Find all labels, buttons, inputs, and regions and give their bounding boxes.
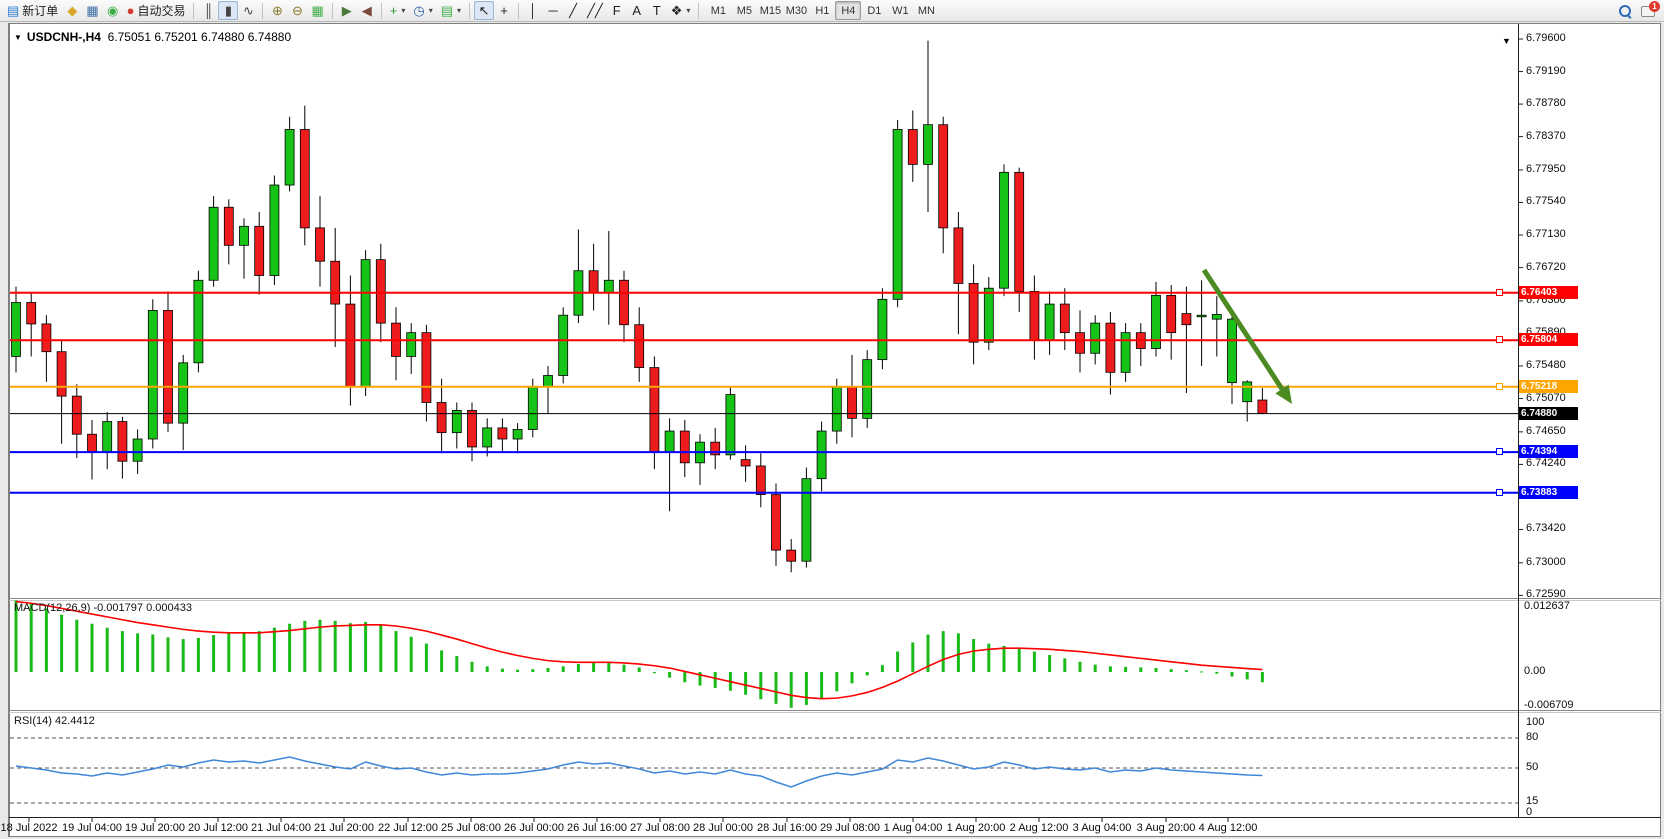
horizontal-line-button[interactable]: ─ — [543, 1, 563, 20]
vertical-line-icon: │ — [529, 3, 538, 18]
auto-trading-button-label: 自动交易 — [137, 4, 186, 18]
indicators-icon: + — [389, 3, 398, 18]
terminal-icon: ▦ — [86, 3, 99, 18]
line-chart-icon: ∿ — [243, 3, 254, 18]
templates-button[interactable]: ▤ ▾ — [437, 1, 465, 20]
chart-shift-button[interactable]: ◀ — [357, 1, 377, 20]
timeframe-m5[interactable]: M5 — [736, 4, 753, 17]
cursor-button[interactable]: ↖ — [474, 1, 495, 20]
toolbar-separator — [518, 2, 520, 19]
periods-button-dropdown-icon[interactable]: ▾ — [428, 6, 433, 15]
line-chart-button[interactable]: ∿ — [238, 1, 258, 20]
shapes-icon: ❖ — [670, 3, 683, 18]
fibonacci-button[interactable]: F — [607, 1, 627, 20]
channel-icon: ╱╱ — [587, 3, 603, 18]
timeframe-h4[interactable]: H4 — [835, 1, 862, 20]
crosshair-button[interactable]: + — [494, 1, 514, 20]
candlestick-chart-button[interactable]: ▮ — [218, 1, 239, 20]
auto-trading-icon: ● — [126, 3, 135, 18]
bar-chart-button[interactable]: ║ — [198, 1, 218, 20]
timeframe-m30[interactable]: M30 — [785, 4, 808, 17]
candlestick-chart-icon: ▮ — [224, 3, 233, 18]
periods-icon: ◷ — [413, 3, 425, 18]
market-watch-icon: ◆ — [67, 3, 78, 18]
shapes-button-dropdown-icon[interactable]: ▾ — [686, 6, 691, 15]
chart-surface[interactable] — [8, 23, 1661, 837]
chart-corner-marker-icon[interactable]: ▼ — [1502, 36, 1511, 46]
tile-windows-button[interactable]: ▦ — [307, 1, 327, 20]
toolbar-right-group: 1 — [1619, 1, 1660, 21]
tile-windows-icon: ▦ — [311, 3, 324, 18]
horizontal-line-icon: ─ — [548, 3, 558, 18]
shapes-button[interactable]: ❖ ▾ — [667, 1, 695, 20]
timeframe-w1[interactable]: W1 — [892, 4, 909, 17]
timeframe-m15[interactable]: M15 — [759, 4, 782, 17]
periods-button[interactable]: ◷ ▾ — [409, 1, 436, 20]
new-order-icon: ▤ — [7, 3, 20, 18]
main-toolbar: ▤ 新订单 ◆ ▦ ◉ ● 自动交易 ║ ▮ ∿ ⊕ ⊖ ▦ ▶ ◀ + ▾ ◷ ▾ ▤ ▾ ↖ + │ ─ ╱ ╱╱ F A T ❖ ▾ M… — [0, 0, 1664, 22]
search-icon[interactable] — [1619, 5, 1632, 19]
indicators-button-dropdown-icon[interactable]: ▾ — [401, 6, 406, 15]
crosshair-icon: + — [500, 3, 508, 18]
toolbar-separator — [262, 2, 264, 19]
chat-badge: 1 — [1649, 1, 1660, 12]
text-label-button[interactable]: T — [647, 1, 667, 20]
chart-title: ▼ USDCNH-,H4 6.75051 6.75201 6.74880 6.74… — [14, 30, 291, 44]
new-order-button-label: 新订单 — [22, 4, 59, 18]
timeframe-m1[interactable]: M1 — [710, 4, 727, 17]
signals-button[interactable]: ◉ — [103, 1, 123, 20]
timeframe-group: M1 M5 M15 M30 H1 H4 D1 W1 MN — [705, 1, 939, 20]
timeframe-mn[interactable]: MN — [917, 4, 935, 17]
zoom-out-icon: ⊖ — [292, 3, 303, 18]
trendline-icon: ╱ — [569, 3, 577, 18]
text-button[interactable]: A — [627, 1, 647, 20]
chart-title-ohlc: 6.75051 6.75201 6.74880 6.74880 — [107, 30, 292, 44]
bar-chart-icon: ║ — [203, 3, 214, 18]
chart-title-symbol: USDCNH-,H4 — [26, 30, 101, 44]
vertical-line-button[interactable]: │ — [523, 1, 543, 20]
auto-scroll-button[interactable]: ▶ — [337, 1, 357, 20]
new-order-button[interactable]: ▤ 新订单 — [3, 1, 62, 20]
toolbar-separator — [331, 2, 333, 19]
toolbar-separator — [698, 2, 700, 19]
zoom-in-icon: ⊕ — [272, 3, 283, 18]
timeframe-h1[interactable]: H1 — [815, 4, 830, 17]
signals-icon: ◉ — [106, 3, 119, 18]
timeframe-d1[interactable]: D1 — [867, 4, 882, 17]
terminal-button[interactable]: ▦ — [82, 1, 102, 20]
channel-button[interactable]: ╱╱ — [583, 1, 607, 20]
market-watch-button[interactable]: ◆ — [62, 1, 82, 20]
zoom-in-button[interactable]: ⊕ — [267, 1, 287, 20]
chart-menu-icon[interactable]: ▼ — [14, 33, 22, 42]
chart-shift-icon: ◀ — [361, 3, 372, 18]
toolbar-separator — [380, 2, 382, 19]
fibonacci-icon: F — [612, 3, 621, 18]
templates-icon: ▤ — [440, 3, 454, 18]
toolbar-separator — [469, 2, 471, 19]
text-icon: A — [632, 3, 642, 18]
text-label-icon: T — [652, 3, 661, 18]
toolbar-separator — [193, 2, 195, 19]
chat-icon[interactable]: 1 — [1641, 1, 1660, 17]
trendline-button[interactable]: ╱ — [563, 1, 583, 20]
templates-button-dropdown-icon[interactable]: ▾ — [457, 6, 462, 15]
auto-scroll-icon: ▶ — [341, 3, 352, 18]
indicators-button[interactable]: + ▾ — [386, 1, 410, 20]
toolbar-button-group: ▤ 新订单 ◆ ▦ ◉ ● 自动交易 ║ ▮ ∿ ⊕ ⊖ ▦ ▶ ◀ + ▾ ◷ ▾ ▤ ▾ ↖ + │ ─ ╱ ╱╱ F A T ❖ ▾ — [3, 1, 703, 20]
auto-trading-button[interactable]: ● 自动交易 — [123, 1, 190, 20]
zoom-out-button[interactable]: ⊖ — [287, 1, 307, 20]
cursor-icon: ↖ — [478, 3, 490, 18]
